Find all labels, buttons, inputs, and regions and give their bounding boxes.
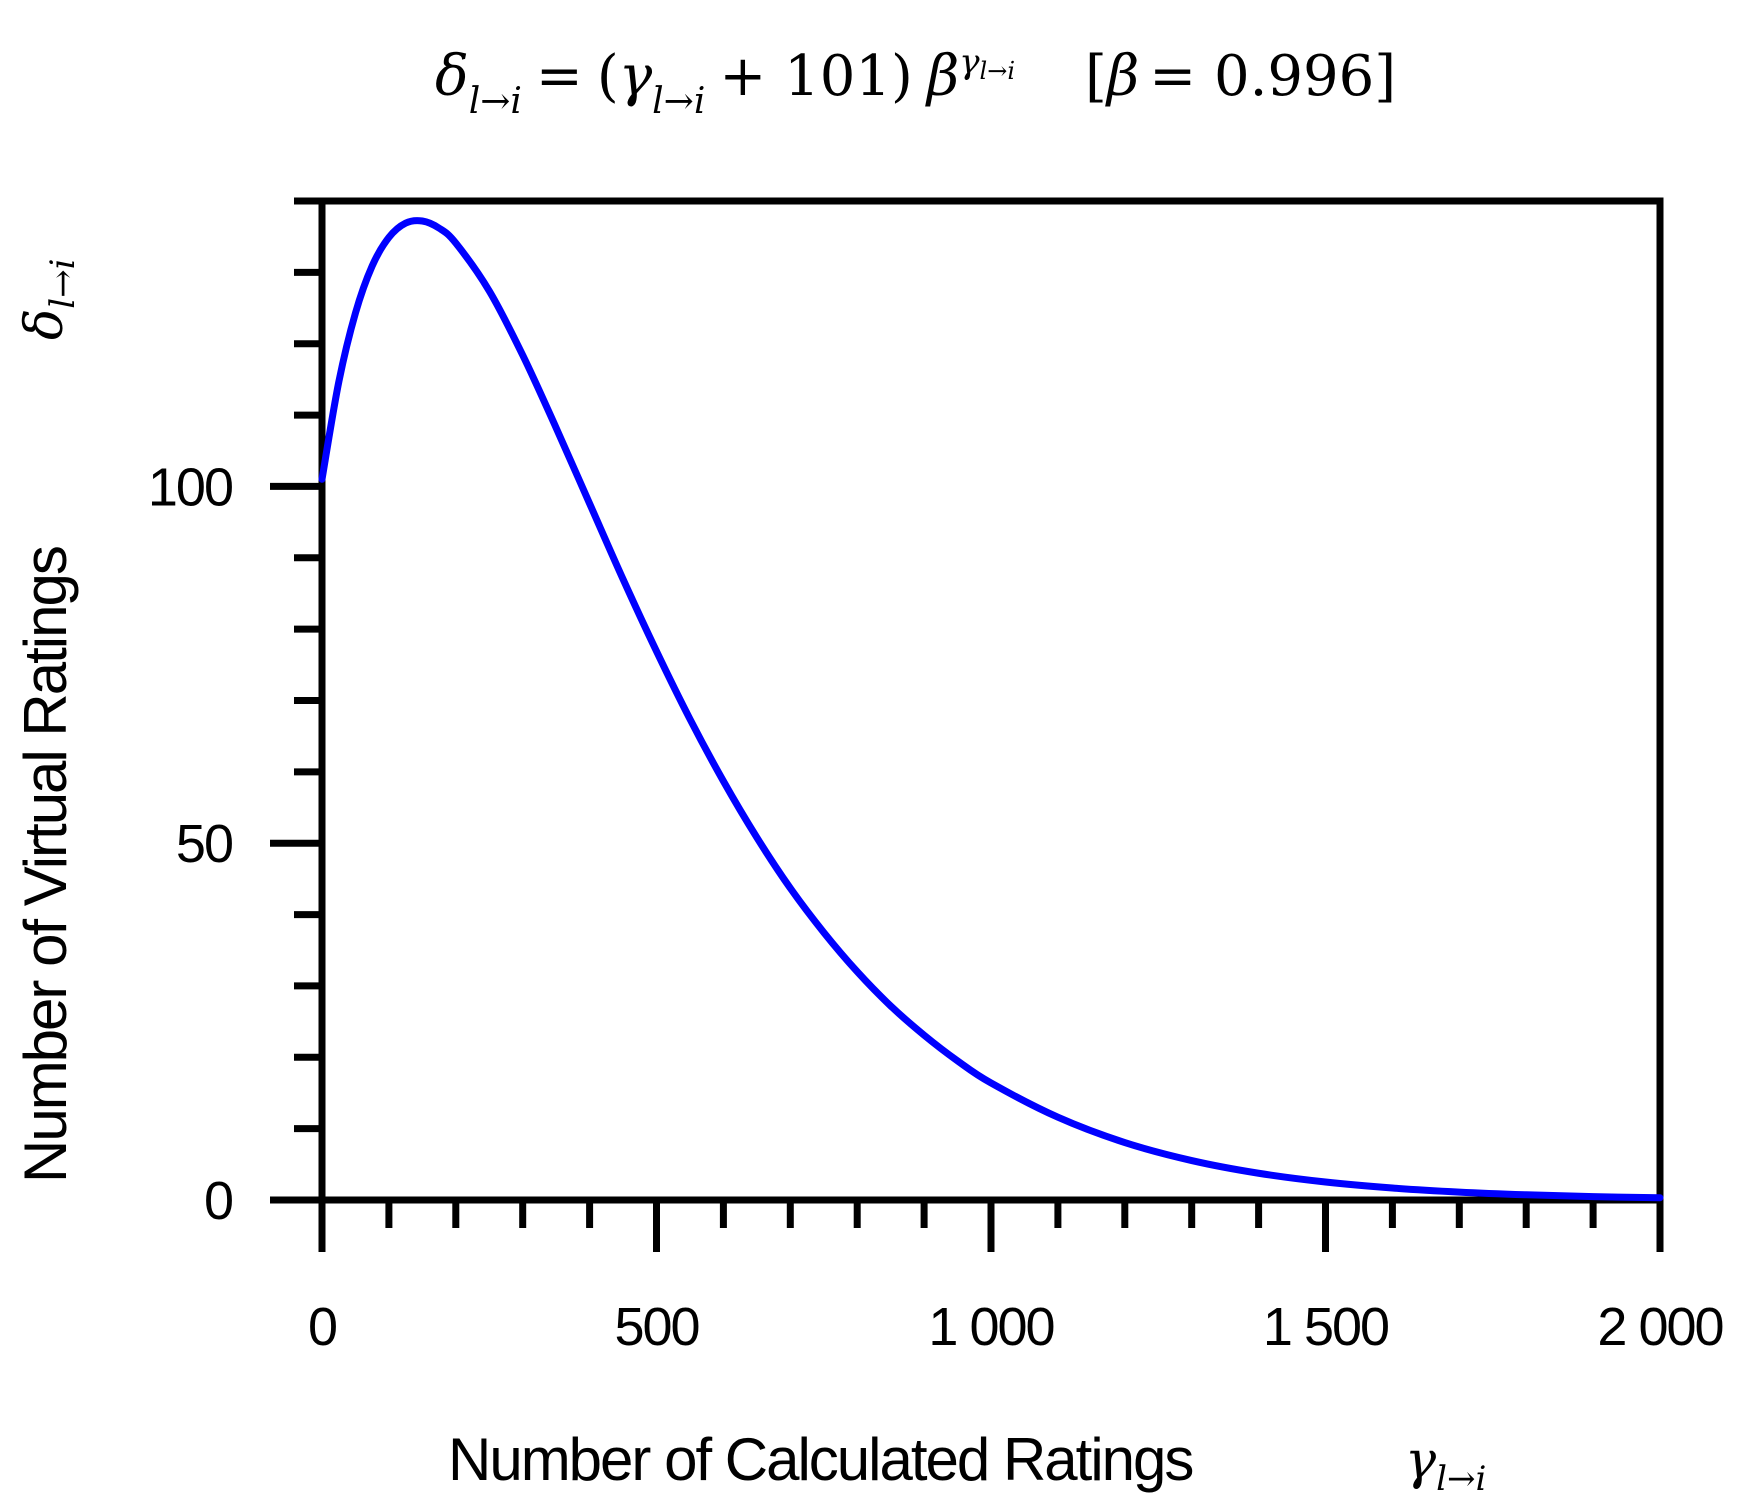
title-plus-101: + 101) [719,44,912,109]
x-axis-symbol-sub: l→i [1436,1459,1486,1499]
title-param-beta: β [1105,44,1139,109]
y-axis-symbol-delta: δ [15,309,75,340]
title-gamma: γ [619,44,653,109]
x-tick-label: 0 [308,1297,336,1357]
x-axis-ticks [270,1196,1664,1252]
x-tick-labels: 0 500 1 000 1 500 2 000 [308,1297,1725,1357]
title-exp-gamma: γ [959,42,980,82]
title-delta: δ [435,44,469,109]
x-tick-label: 1 000 [928,1297,1053,1357]
x-tick-label: 2 000 [1597,1297,1722,1357]
y-axis-title: Number of Virtual Ratings [12,547,79,1183]
series-line [318,217,1664,1202]
title-gamma-sub: l→i [652,81,705,122]
title-delta-sub: l→i [469,81,522,122]
y-tick-label: 0 [204,1171,232,1231]
x-tick-label: 500 [614,1297,698,1357]
title-param-open: [ [1085,44,1107,109]
title-param-rest: = 0.996] [1149,44,1396,109]
y-axis-symbol: δl→i [15,258,83,340]
y-axis-ticks [270,197,322,1133]
title-exp-sub: l→i [980,57,1015,85]
series-layer [318,217,1664,1202]
x-axis-symbol-gamma: γ [1405,1431,1437,1491]
y-tick-label: 100 [148,457,232,517]
x-axis-title: Number of Calculated Ratings [448,1426,1192,1493]
y-tick-label: 50 [176,814,232,874]
title-equals: = [536,44,583,109]
chart-title-formula: δl→i = (γl→i + 101) βγl→i [β = 0.996] [435,42,1396,122]
x-tick-label: 1 500 [1263,1297,1388,1357]
title-open-paren: ( [597,44,619,109]
y-axis-symbol-sub: l→i [43,258,83,308]
x-axis-symbol: γl→i [1405,1431,1486,1499]
title-beta: β [925,44,959,109]
y-tick-labels: 0 50 100 [148,457,234,1231]
